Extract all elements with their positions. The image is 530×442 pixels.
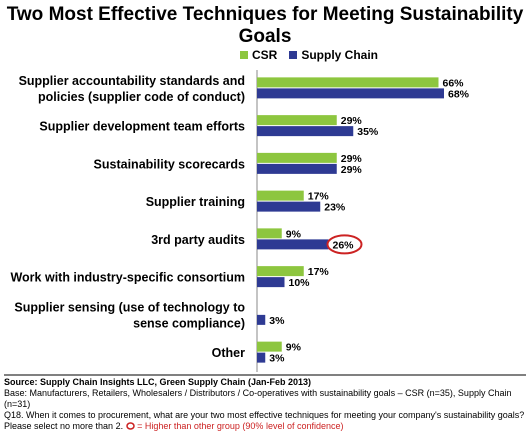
bar-supply-chain [257, 239, 329, 250]
data-label-csr: 66% [443, 77, 465, 89]
footer-question: Q18. When it comes to procurement, what … [4, 410, 525, 431]
data-label-csr: 9% [286, 342, 302, 354]
category-label: Supplier development team efforts [39, 120, 245, 134]
bar-csr [257, 228, 282, 239]
data-label-supply-chain: 26% [333, 239, 355, 251]
category-label: Sustainability scorecards [94, 157, 246, 171]
legend: CSR Supply Chain [240, 48, 378, 62]
data-label-csr: 17% [308, 191, 330, 203]
category-label: Supplier sensing (use of technology to se… [14, 300, 245, 330]
category-label: Other [212, 346, 245, 360]
category-label: Supplier accountability standards and pol… [19, 74, 245, 104]
data-label-csr: 17% [308, 266, 330, 278]
category-label: Work with industry-specific consortium [10, 271, 245, 285]
highlight-legend-icon [125, 421, 138, 431]
chart-title: Two Most Effective Techniques for Meetin… [6, 4, 524, 47]
data-label-csr: 29% [341, 115, 363, 127]
bar-supply-chain [257, 88, 444, 99]
bar-csr [257, 190, 304, 201]
bar-supply-chain [257, 314, 266, 325]
footer: Source: Supply Chain Insights LLC, Green… [4, 377, 526, 432]
bar-chart: Supplier accountability standards and pol… [4, 70, 526, 376]
legend-label-supply-chain: Supply Chain [301, 48, 379, 62]
legend-item-csr: CSR [240, 48, 277, 62]
bar-csr [257, 152, 337, 163]
bar-csr [257, 115, 337, 126]
footer-source: Source: Supply Chain Insights LLC, Green… [4, 377, 312, 387]
data-label-supply-chain: 10% [289, 277, 311, 289]
bar-supply-chain [257, 201, 321, 212]
legend-label-csr: CSR [252, 48, 278, 62]
data-label-supply-chain: 29% [341, 164, 363, 176]
data-label-supply-chain: 3% [269, 315, 285, 327]
circle-icon [125, 422, 135, 430]
legend-swatch-csr [240, 51, 248, 59]
category-label: Supplier training [146, 195, 245, 209]
data-label-csr: 29% [341, 153, 363, 165]
bar-csr [257, 266, 304, 277]
data-label-supply-chain: 23% [324, 202, 346, 214]
highlight-circle [326, 234, 363, 255]
bar-csr [257, 77, 439, 88]
bar-supply-chain [257, 352, 266, 363]
category-label: 3rd party audits [151, 233, 245, 247]
legend-item-supply-chain: Supply Chain [289, 48, 378, 62]
data-label-supply-chain: 68% [448, 88, 470, 100]
data-label-csr: 9% [286, 228, 302, 240]
bar-supply-chain [257, 163, 337, 174]
bar-supply-chain [257, 277, 285, 288]
legend-swatch-supply-chain [289, 51, 298, 59]
bar-supply-chain [257, 126, 354, 137]
data-label-supply-chain: 3% [269, 353, 285, 365]
footer-base: Base: Manufacturers, Retailers, Wholesal… [4, 388, 512, 409]
footer-question-line: Q18. When it comes to procurement, what … [4, 410, 526, 432]
footer-note: = Higher than other group (90% level of … [137, 421, 344, 431]
data-label-supply-chain: 35% [357, 126, 379, 138]
bar-csr [257, 341, 282, 352]
